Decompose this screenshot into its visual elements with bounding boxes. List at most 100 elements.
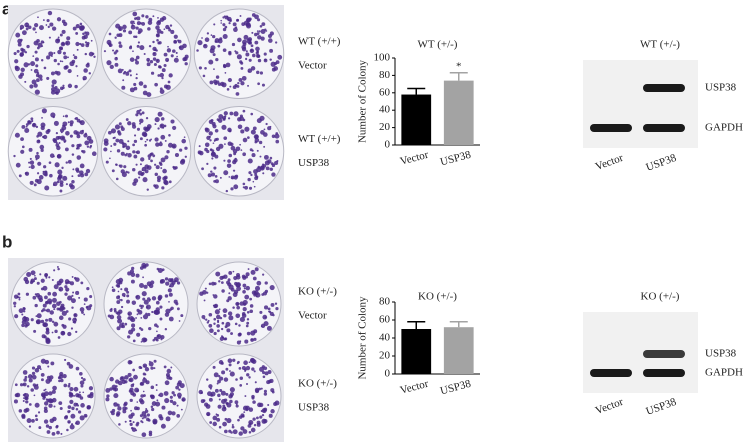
colony [35,31,37,34]
colony [163,124,167,128]
colony [230,145,236,151]
colony [84,172,89,177]
colony [58,401,63,406]
colony [234,50,237,53]
colony [152,57,157,61]
colony [248,407,254,412]
colony [127,316,131,320]
colony [31,366,36,370]
colony [109,314,115,320]
colony [163,180,169,186]
colony [175,51,178,54]
colony [253,185,256,188]
colony [58,315,64,321]
colony [135,55,140,60]
colony [208,135,211,138]
colony [40,59,44,62]
plate-label: KO (+/-) [298,286,337,298]
colony [35,319,42,325]
colony [176,281,181,285]
colony [51,389,56,394]
colony [25,25,29,28]
colony [240,129,245,134]
colony [113,402,118,407]
colony [230,175,235,180]
colony [51,278,54,282]
well [193,106,285,197]
colony [26,271,32,277]
colony [251,31,254,34]
colony [115,385,118,388]
colony [204,127,210,133]
colony [79,22,83,26]
colony [227,117,231,120]
colony [237,117,242,122]
colony [219,376,224,381]
colony [265,30,268,32]
colony [234,26,238,29]
colony [36,281,40,285]
colony [232,429,238,435]
colony [139,109,142,112]
colony [43,389,46,392]
colony [153,359,157,363]
colony [229,392,234,397]
colony [229,387,235,393]
colony [256,422,261,427]
colony [116,33,120,37]
colony [175,385,179,390]
colony [55,131,59,135]
colony [147,59,150,63]
colony [128,378,132,382]
colony [168,134,171,137]
colony [43,66,47,70]
colony [142,177,148,183]
colony [33,183,37,187]
colony [232,85,237,90]
colony [256,18,261,22]
colony [158,294,163,300]
colony [239,376,244,380]
colony [84,31,87,34]
colony [270,388,275,393]
colony [85,43,90,48]
colony [135,76,138,80]
colony [264,371,269,376]
colony [237,37,242,43]
colony [130,426,134,430]
colony [182,43,187,49]
colony [250,427,256,433]
colony [262,375,266,379]
colony [249,48,255,54]
colony [212,294,215,296]
colony [177,392,182,398]
colony [23,397,25,400]
colony [34,303,38,308]
colony [208,397,213,402]
colony [136,401,139,403]
colony [263,128,266,131]
colony [110,150,112,153]
colony [225,321,231,327]
colony [42,41,45,44]
colony [127,335,131,339]
colony [53,284,59,290]
colony [234,400,239,405]
colony [14,314,19,319]
colony [47,365,50,368]
colony [43,165,47,169]
colony [143,84,147,89]
colony [250,129,256,135]
colony [213,331,217,336]
colony [223,159,226,162]
colony [27,63,31,66]
colony [208,282,212,286]
colony [75,131,80,136]
colony [41,334,46,339]
colony [239,316,246,323]
colony [67,280,71,285]
colony [201,37,203,39]
colony [18,409,23,413]
colony [217,82,222,86]
colony [45,378,51,384]
